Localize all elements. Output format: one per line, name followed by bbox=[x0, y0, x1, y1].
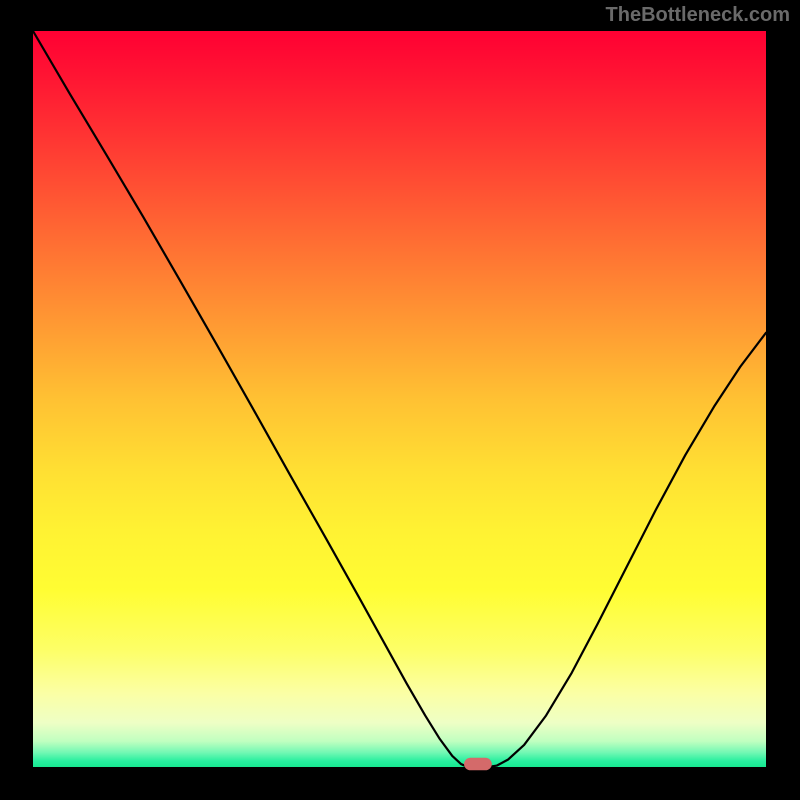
watermark-text: TheBottleneck.com bbox=[606, 4, 790, 27]
plot-background bbox=[33, 31, 766, 767]
optimal-marker bbox=[464, 758, 492, 771]
chart-container: TheBottleneck.com bbox=[0, 0, 800, 800]
chart-svg bbox=[0, 0, 800, 800]
